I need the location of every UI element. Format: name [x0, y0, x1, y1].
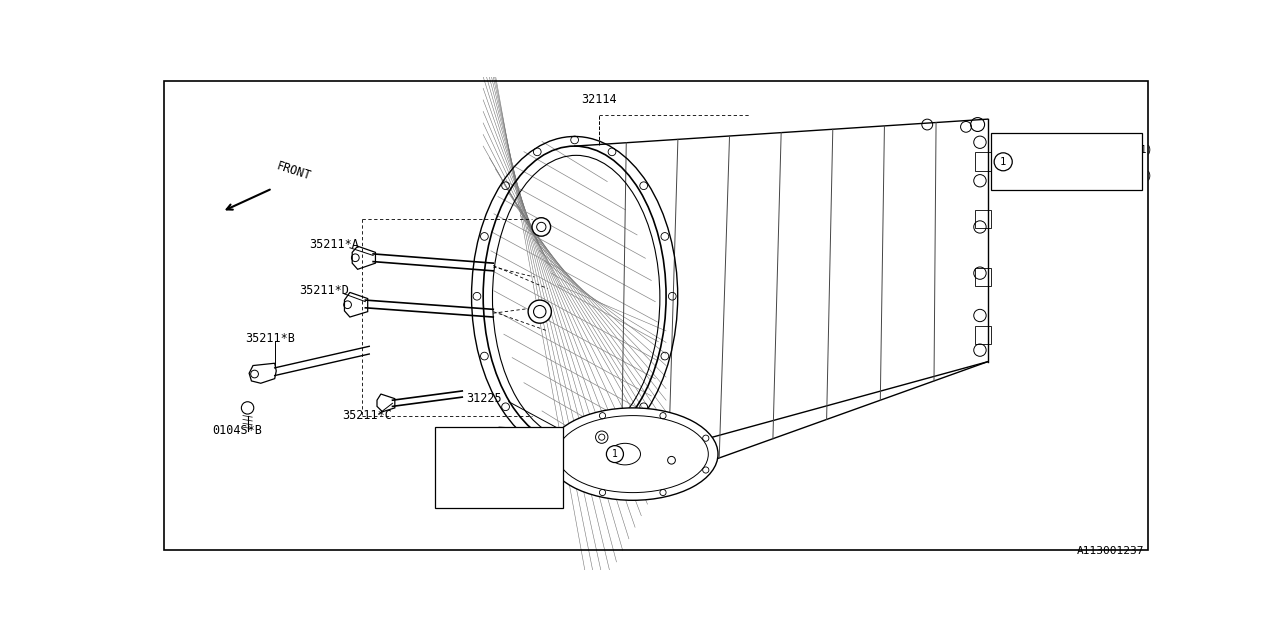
Bar [975, 152, 991, 171]
Bar [435, 427, 563, 508]
Text: (-'08MY0711): (-'08MY0711) [440, 467, 511, 477]
Circle shape [668, 456, 676, 464]
Bar [975, 268, 991, 286]
Text: 35211*C: 35211*C [342, 409, 392, 422]
Circle shape [242, 402, 253, 414]
Text: ('08MY0711-: ('08MY0711- [440, 495, 504, 506]
Circle shape [529, 300, 552, 323]
Text: FRONT: FRONT [275, 160, 312, 183]
Bar [975, 210, 991, 228]
Bar [975, 326, 991, 344]
Text: 0104S*A: 0104S*A [644, 461, 694, 474]
Text: 31225: 31225 [466, 392, 502, 405]
Text: 32195: 32195 [440, 430, 475, 443]
Text: D91806: D91806 [1019, 171, 1056, 181]
Text: 32114: 32114 [581, 93, 617, 106]
Text: 0104S*B: 0104S*B [212, 424, 262, 438]
Text: 1: 1 [1000, 157, 1006, 167]
Circle shape [532, 218, 550, 236]
Ellipse shape [548, 408, 718, 500]
Text: 35211*B: 35211*B [246, 332, 296, 345]
Text: 35211*D: 35211*D [300, 284, 349, 298]
Text: -H01806: -H01806 [440, 481, 484, 492]
Text: ( -'08MY0711): ( -'08MY0711) [1075, 145, 1152, 154]
Circle shape [607, 445, 623, 463]
Text: ('08MY0711- ): ('08MY0711- ) [1075, 171, 1152, 181]
Bar [991, 134, 1142, 190]
Circle shape [595, 431, 608, 444]
Text: 35211*A: 35211*A [308, 238, 358, 251]
Text: D91608: D91608 [1019, 145, 1056, 154]
Text: 1: 1 [612, 449, 618, 459]
Text: A113001237: A113001237 [1076, 546, 1144, 556]
